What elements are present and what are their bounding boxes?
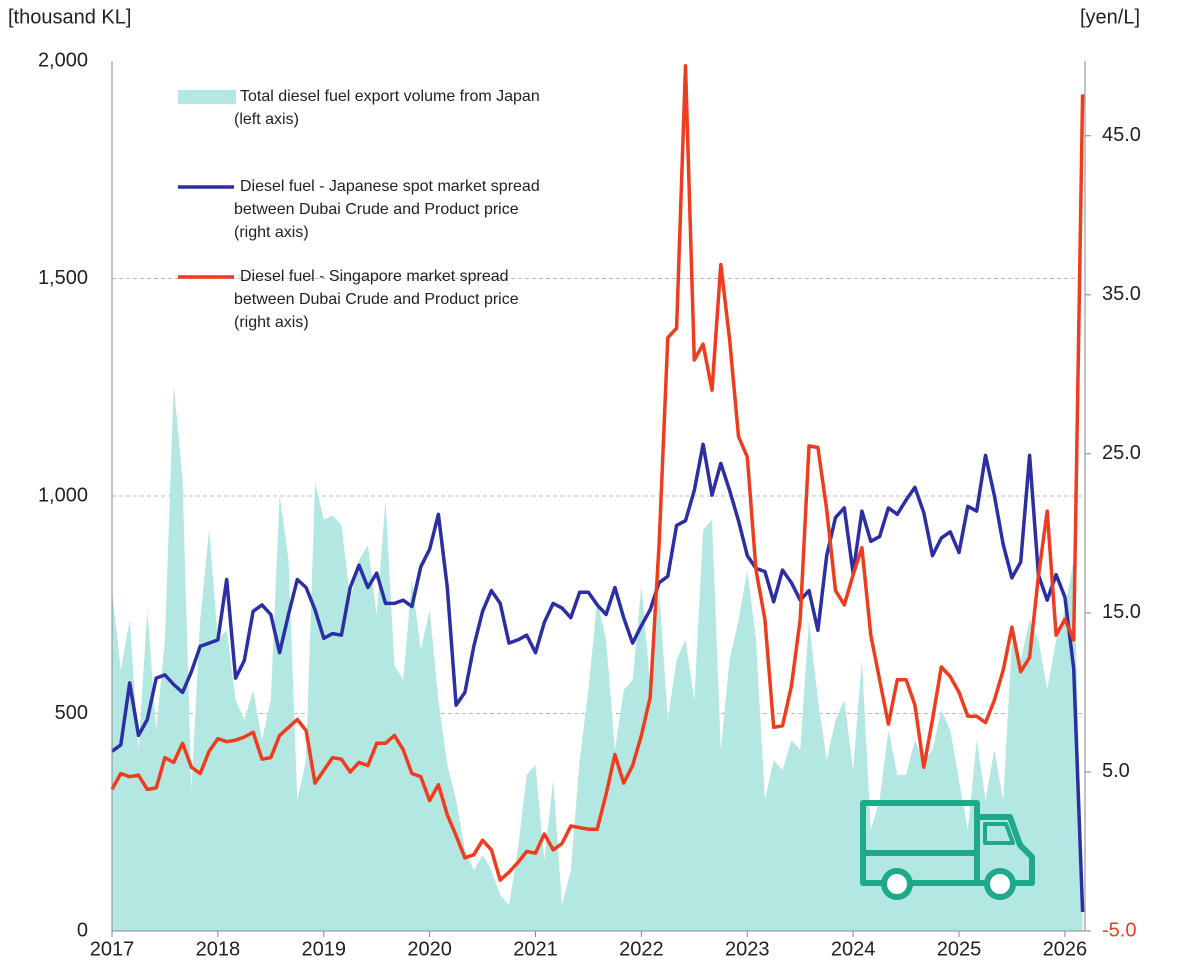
y-axis-label: [thousand KL] xyxy=(8,6,131,28)
y2-tick-label: 15.0 xyxy=(1102,601,1141,623)
y-tick-label: 0 xyxy=(77,919,88,941)
x-tick-label: 2023 xyxy=(725,938,770,960)
y-tick-label: 500 xyxy=(55,702,88,724)
truck-icon xyxy=(860,800,1035,900)
legend-swatch xyxy=(178,90,236,104)
y-tick-label: 1,000 xyxy=(38,484,88,506)
y2-tick-label: 45.0 xyxy=(1102,124,1141,146)
legend-label: Diesel fuel - Singapore market spread bet… xyxy=(234,268,519,331)
y2-axis-label: [yen/L] xyxy=(1080,6,1140,28)
line xyxy=(110,442,1085,912)
y2-tick-label: 25.0 xyxy=(1102,442,1141,464)
x-tick-label: 2019 xyxy=(302,938,347,960)
y2-tick-label: -5.0 xyxy=(1102,919,1136,941)
area xyxy=(112,385,1083,932)
x-tick-label: 2021 xyxy=(513,938,558,960)
x-tick-label: 2020 xyxy=(407,938,452,960)
x-tick-label: 2017 xyxy=(90,938,135,960)
y2-tick-label: 35.0 xyxy=(1102,283,1141,305)
x-tick-label: 2022 xyxy=(619,938,664,960)
legend-label: Diesel fuel - Japanese spot market sprea… xyxy=(234,178,540,241)
x-tick-label: 2026 xyxy=(1043,938,1088,960)
x-tick-label: 2024 xyxy=(831,938,876,960)
line xyxy=(110,64,1085,882)
legend-label: Total diesel fuel export volume from Jap… xyxy=(234,88,540,128)
y2-tick-label: 5.0 xyxy=(1102,760,1130,782)
y-tick-label: 2,000 xyxy=(38,49,88,71)
x-tick-label: 2018 xyxy=(196,938,241,960)
x-tick-label: 2025 xyxy=(937,938,982,960)
y-tick-label: 1,500 xyxy=(38,267,88,289)
